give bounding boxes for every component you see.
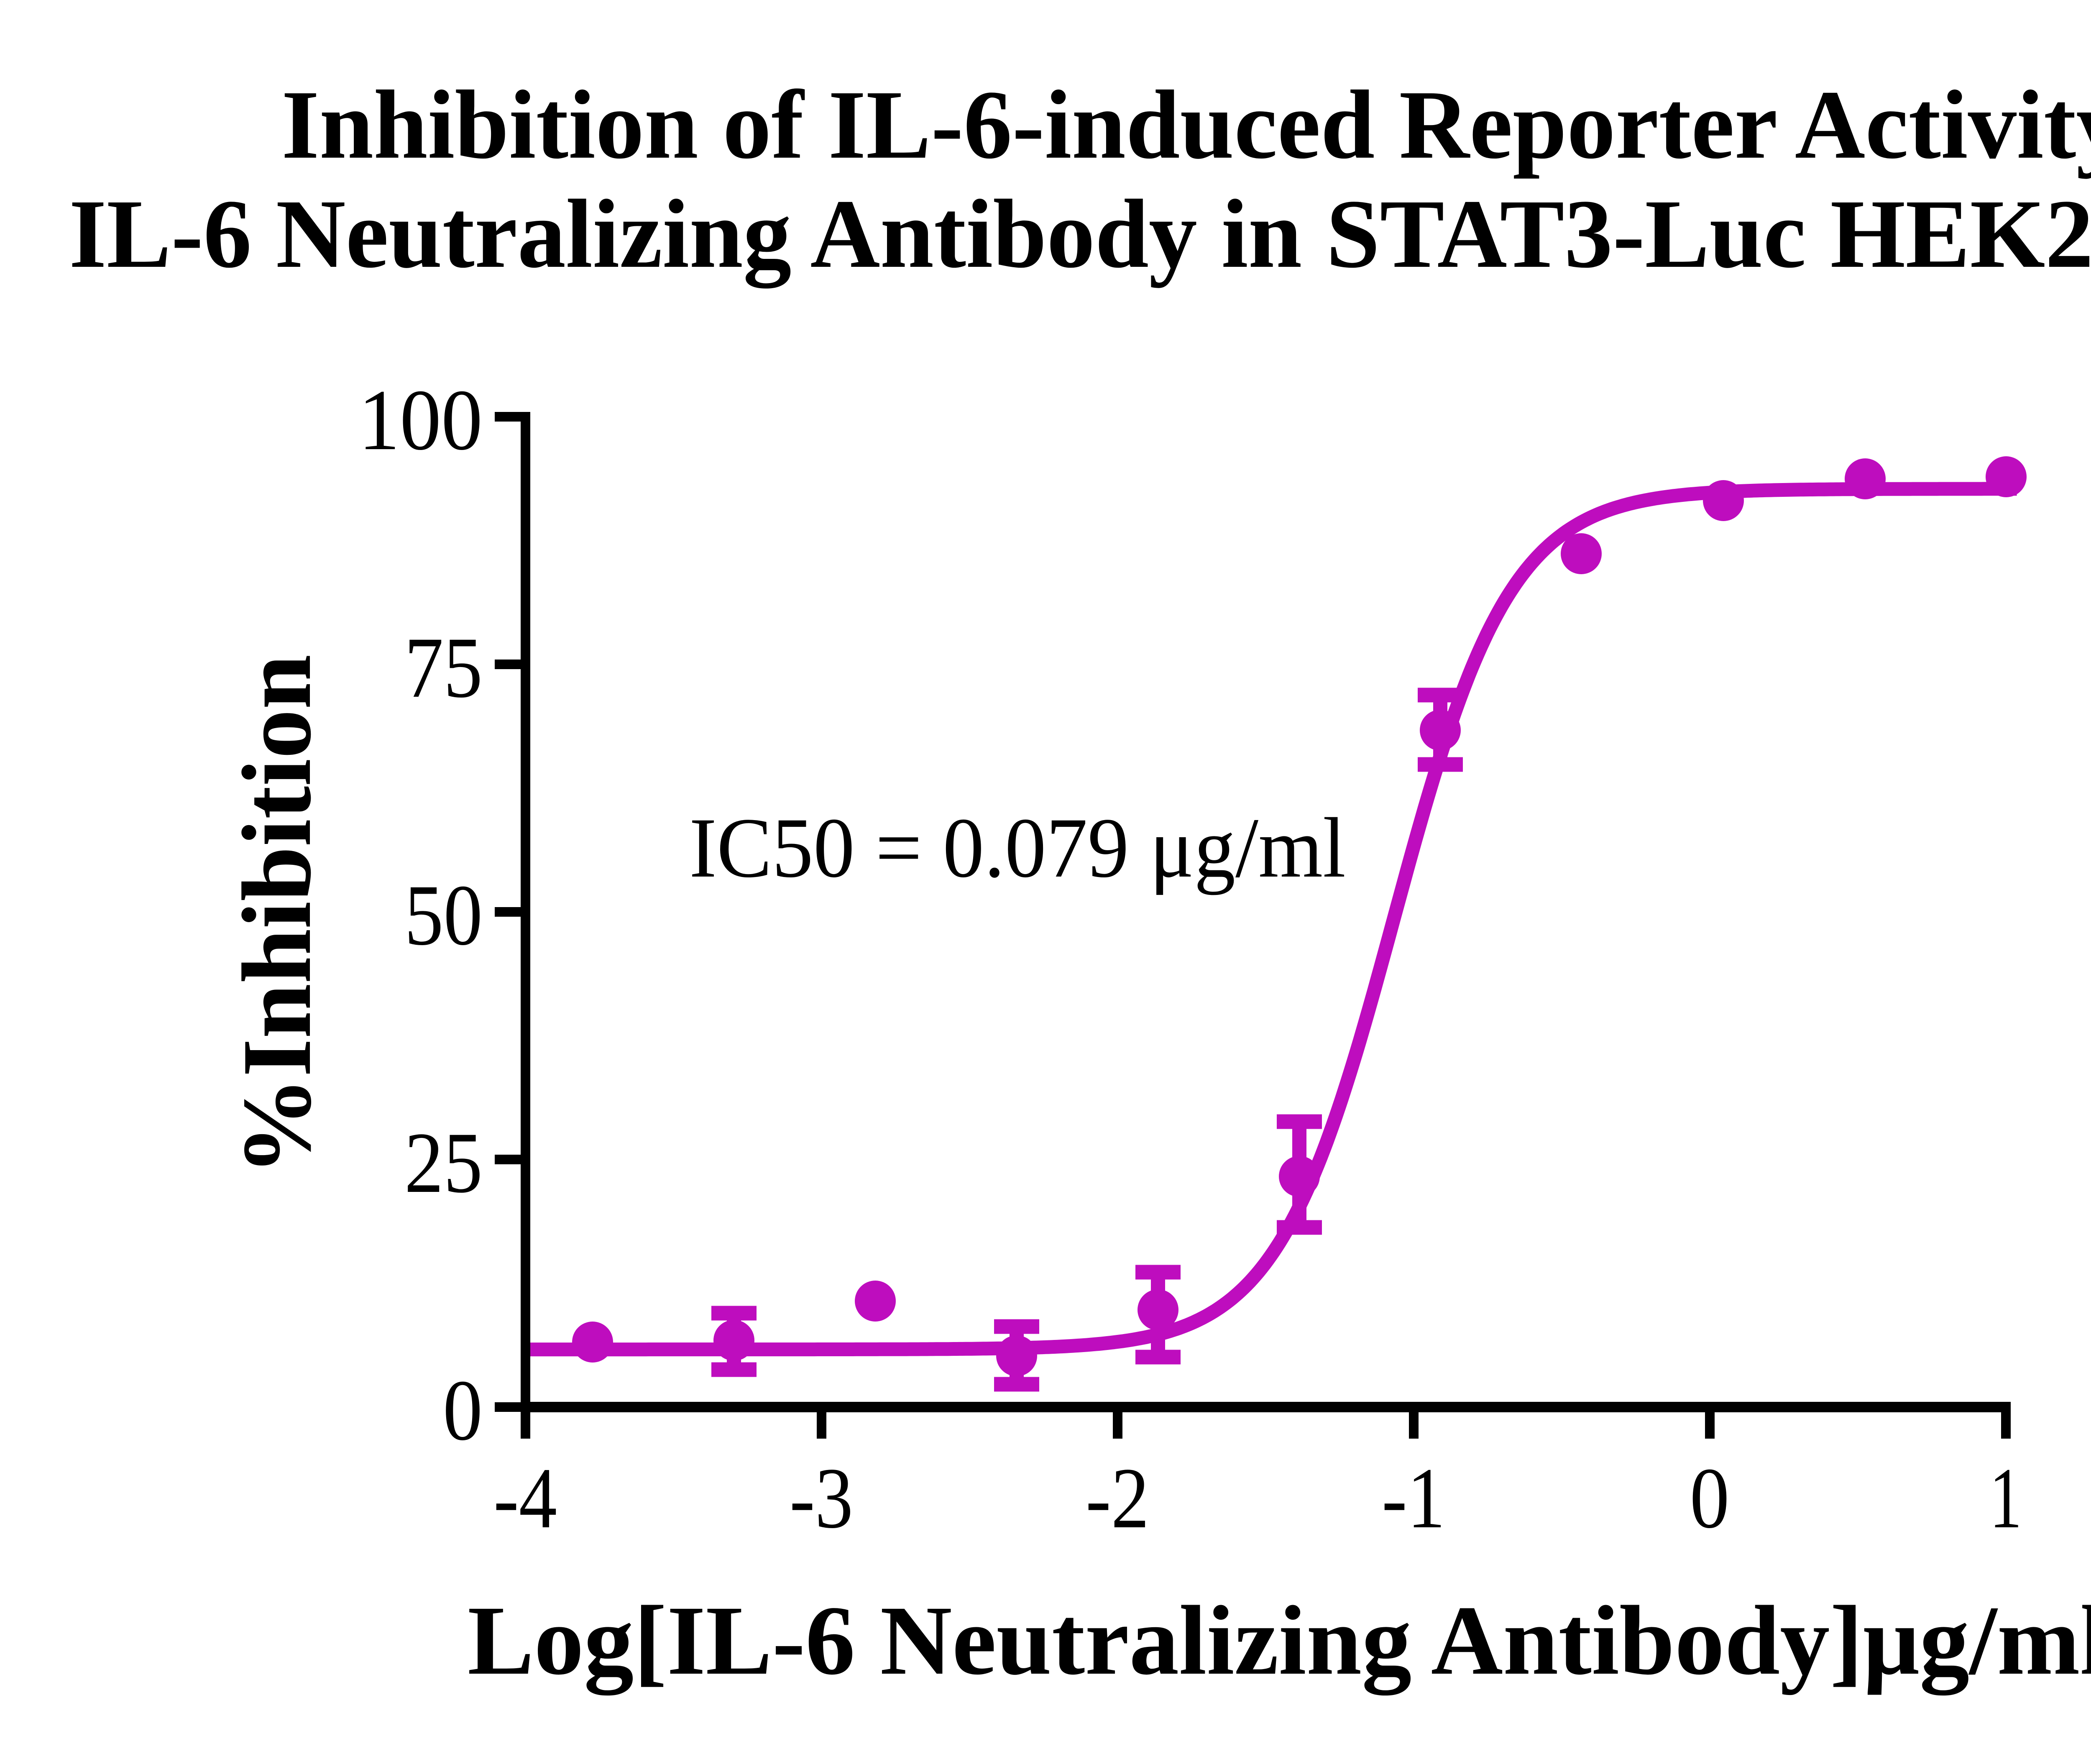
svg-text:0: 0 [1690,1450,1730,1546]
svg-text:Log[IL-6 Neutralizing Antibody: Log[IL-6 Neutralizing Antibody]μg/ml [468,1586,2091,1695]
svg-text:-1: -1 [1382,1450,1445,1546]
svg-text:1: 1 [1989,1450,2022,1546]
svg-text:IC50 = 0.079 μg/ml: IC50 = 0.079 μg/ml [689,800,1346,895]
svg-text:-4: -4 [493,1450,557,1546]
svg-text:0: 0 [443,1362,483,1458]
svg-text:Inhibition of IL-6-induced Rep: Inhibition of IL-6-induced Reporter Acti… [281,70,2091,179]
svg-text:-3: -3 [790,1450,853,1546]
svg-text:IL-6 Neutralizing Antibody in: IL-6 Neutralizing Antibody in STAT3-Luc … [69,172,2091,289]
svg-text:25: 25 [404,1115,483,1211]
svg-text:-2: -2 [1086,1450,1149,1546]
svg-text:%Inhibition: %Inhibition [222,654,332,1176]
svg-text:50: 50 [404,867,483,963]
svg-text:75: 75 [404,619,483,716]
svg-text:100: 100 [358,372,483,468]
